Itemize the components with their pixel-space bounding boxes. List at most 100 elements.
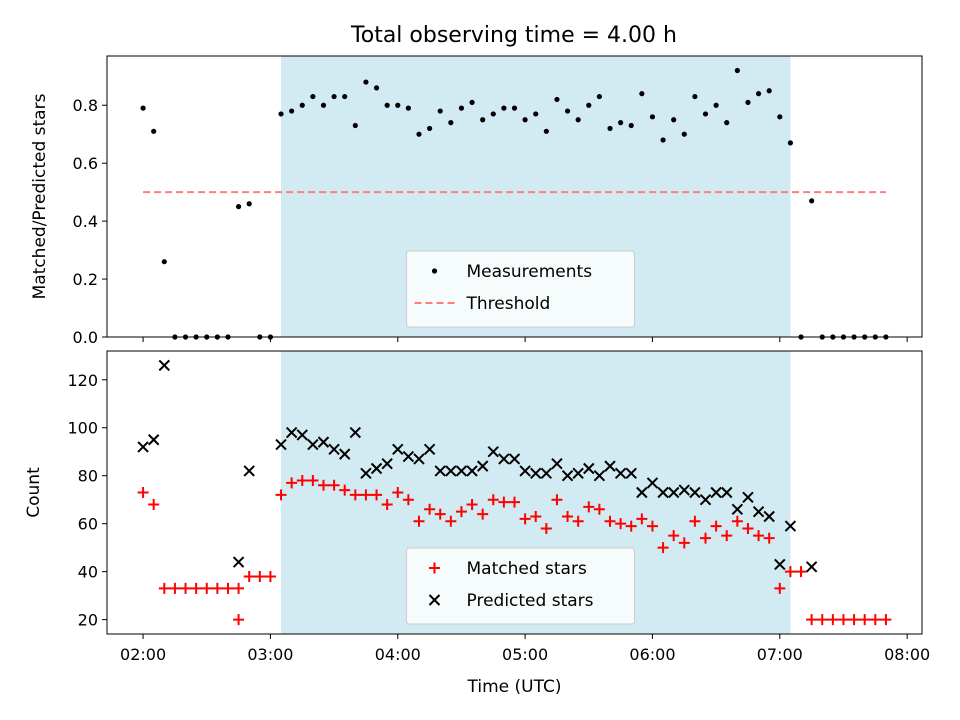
x-tick-label: 08:00 <box>884 645 930 664</box>
data-point <box>342 93 348 100</box>
data-point <box>667 486 680 499</box>
data-point <box>233 614 245 626</box>
data-point <box>614 467 627 480</box>
data-point <box>392 443 404 456</box>
data-point <box>320 102 327 108</box>
data-point <box>639 91 645 97</box>
data-point <box>721 486 733 499</box>
data-point <box>859 614 871 626</box>
data-point <box>349 489 361 501</box>
data-point <box>445 515 457 527</box>
data-point <box>519 465 531 477</box>
data-point <box>848 614 860 626</box>
y-tick-label: 60 <box>78 515 98 534</box>
data-point <box>880 614 892 626</box>
y-tick-label: 0.2 <box>73 270 98 289</box>
data-point <box>402 494 414 506</box>
data-point <box>264 570 276 582</box>
data-point <box>551 494 563 506</box>
legend: Matched stars Predicted stars <box>406 547 635 625</box>
data-point <box>423 443 436 456</box>
data-point <box>405 105 411 111</box>
data-point <box>742 522 754 534</box>
legend-marker <box>428 594 441 606</box>
series-predicted-stars <box>137 359 818 573</box>
data-point <box>572 467 584 480</box>
legend-label: Matched stars <box>467 559 587 579</box>
data-point <box>477 508 489 520</box>
data-point <box>384 102 390 108</box>
legend-label: Measurements <box>467 262 593 282</box>
data-point <box>774 558 786 571</box>
legend: Measurements Threshold <box>406 250 635 328</box>
data-point <box>660 137 666 143</box>
data-point <box>646 477 659 489</box>
x-tick-label: 07:00 <box>757 645 803 664</box>
data-point <box>381 458 393 470</box>
data-point <box>628 122 634 129</box>
data-point <box>657 486 669 499</box>
data-point <box>349 426 362 439</box>
data-point <box>784 520 797 532</box>
y-axis-label: Matched/Predicted stars <box>30 93 50 299</box>
data-point <box>745 99 751 105</box>
top-panel-ratio: 0.0 0.2 0.4 0.6 0.8 Matched/Predicted stars Me… <box>30 55 923 347</box>
data-point <box>275 489 287 501</box>
data-point <box>455 465 468 477</box>
data-point <box>370 462 383 475</box>
data-point <box>161 259 167 265</box>
data-point <box>551 458 563 470</box>
data-point <box>837 614 849 626</box>
legend-label: Predicted stars <box>467 591 594 611</box>
data-point <box>869 614 881 626</box>
data-point <box>795 566 807 578</box>
data-point <box>395 102 401 108</box>
bottom-panel-counts: 20 40 60 80 100 120 02:00 03:00 04:00 05:00 06:00 0… <box>24 350 930 697</box>
data-point <box>511 105 518 111</box>
data-point <box>710 486 722 499</box>
data-point <box>211 582 223 594</box>
data-point <box>646 520 658 532</box>
data-point <box>721 530 733 542</box>
data-point <box>137 487 149 498</box>
data-point <box>731 515 743 527</box>
data-point <box>360 489 372 501</box>
y-tick-label: 0.4 <box>73 212 98 231</box>
data-point <box>636 513 648 525</box>
axes-frame <box>106 350 923 635</box>
data-point <box>373 85 380 91</box>
data-point <box>148 498 160 510</box>
data-point <box>424 503 436 515</box>
data-point <box>519 513 531 525</box>
data-point <box>787 140 794 146</box>
data-point <box>554 96 560 103</box>
data-point <box>169 582 181 594</box>
y-tick-label: 40 <box>78 563 98 582</box>
data-point <box>427 125 433 132</box>
y-tick-label: 20 <box>78 611 98 630</box>
data-point <box>352 122 358 129</box>
data-point <box>689 515 701 527</box>
data-point <box>763 510 775 523</box>
data-point <box>668 530 680 542</box>
y-tick-label: 80 <box>78 467 98 486</box>
data-point <box>360 467 372 480</box>
data-point <box>522 117 528 123</box>
data-point <box>381 498 393 510</box>
data-point <box>487 446 499 458</box>
legend-label: Threshold <box>466 294 551 314</box>
data-point <box>296 475 308 487</box>
y-tick-label: 120 <box>67 371 98 390</box>
data-point <box>480 117 486 123</box>
data-point <box>296 429 308 441</box>
y-tick-label: 100 <box>67 419 98 438</box>
data-point <box>498 496 510 508</box>
y-tick-label: 0.0 <box>73 328 98 347</box>
data-point <box>753 530 765 542</box>
data-point <box>710 520 722 532</box>
data-point <box>233 582 245 594</box>
data-point <box>763 532 775 544</box>
data-point <box>307 438 319 451</box>
series-matched-stars <box>137 475 892 626</box>
data-point <box>232 556 245 568</box>
